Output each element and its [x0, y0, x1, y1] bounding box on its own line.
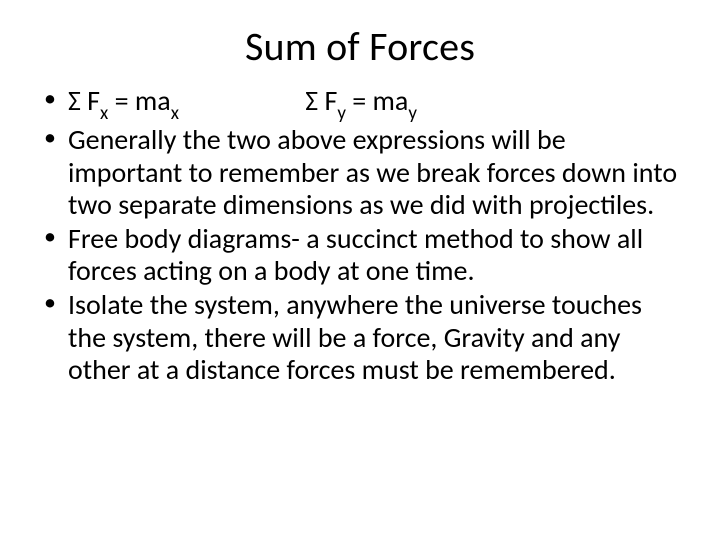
eq-y-part-a: Σ F — [305, 83, 337, 118]
bullet-equations: Σ Fx = max Σ Fy = may — [68, 85, 680, 122]
bullet-list: Σ Fx = max Σ Fy = may Generally the two … — [36, 85, 684, 386]
eq-x-sub1: x — [100, 102, 108, 125]
bullet-isolate: Isolate the system, anywhere the univers… — [68, 289, 680, 386]
bullet-generally: Generally the two above expressions will… — [68, 124, 680, 221]
equation-y: Σ Fy = may — [305, 85, 417, 122]
eq-y-sub2: y — [408, 102, 417, 125]
slide-title: Sum of Forces — [36, 22, 684, 71]
eq-y-part-b: = ma — [346, 83, 408, 118]
eq-x-sub2: x — [171, 102, 179, 125]
equation-x: Σ Fx = max — [68, 85, 179, 122]
eq-y-sub1: y — [337, 102, 346, 125]
bullet-free-body: Free body diagrams- a succinct method to… — [68, 223, 680, 287]
eq-x-part-a: Σ F — [68, 83, 100, 118]
eq-x-part-b: = ma — [108, 83, 170, 118]
slide: Sum of Forces Σ Fx = max Σ Fy = may Gene… — [0, 0, 720, 540]
